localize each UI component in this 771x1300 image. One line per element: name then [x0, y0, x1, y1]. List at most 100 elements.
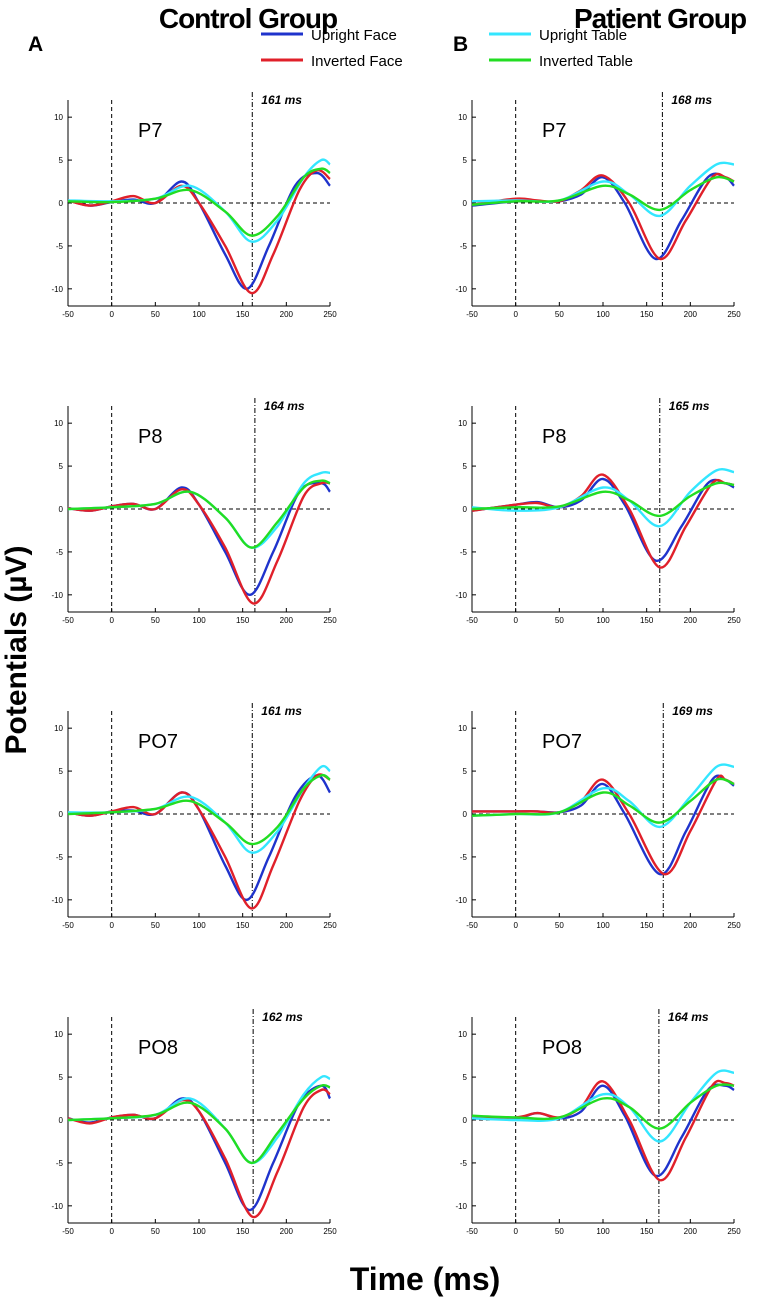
x-tick-label: 50 — [555, 1227, 564, 1236]
x-tick-label: 150 — [236, 1227, 250, 1236]
x-tick-label: 250 — [323, 616, 337, 625]
x-tick-label: 250 — [727, 616, 741, 625]
x-tick-label: 150 — [236, 921, 250, 930]
x-tick-label: 150 — [640, 616, 654, 625]
electrode-label: PO8 — [542, 1037, 582, 1059]
y-tick-label: 0 — [59, 505, 64, 514]
x-tick-label: -50 — [466, 921, 478, 930]
peak-latency-label: 168 ms — [671, 93, 712, 107]
x-tick-label: 0 — [109, 616, 114, 625]
peak-latency-label: 162 ms — [262, 1010, 303, 1024]
x-tick-label: 250 — [323, 1227, 337, 1236]
legend-label-upright-table: Upright Table — [539, 27, 627, 44]
patient-group-title: Patient Group — [574, 3, 746, 34]
x-tick-label: 200 — [280, 921, 294, 930]
x-tick-label: 0 — [109, 1227, 114, 1236]
x-tick-label: 250 — [323, 310, 337, 319]
series-inverted-table — [67, 479, 331, 549]
electrode-label: P8 — [138, 426, 162, 448]
x-tick-label: 200 — [684, 616, 698, 625]
y-tick-label: 10 — [458, 1030, 467, 1039]
y-tick-label: 0 — [463, 1116, 468, 1125]
x-tick-label: 100 — [596, 1227, 610, 1236]
series-inverted-face — [67, 1088, 331, 1219]
y-tick-label: -5 — [460, 853, 468, 862]
y-tick-label: -5 — [56, 242, 64, 251]
x-tick-label: 50 — [555, 310, 564, 319]
y-tick-label: 0 — [59, 199, 64, 208]
peak-latency-label: 169 ms — [672, 704, 713, 718]
series-upright-table — [471, 763, 735, 829]
y-tick-label: 10 — [458, 724, 467, 733]
x-tick-label: -50 — [466, 310, 478, 319]
y-tick-label: 0 — [463, 810, 468, 819]
series-upright-table — [471, 468, 735, 528]
electrode-label: PO7 — [138, 731, 178, 753]
peak-latency-label: 161 ms — [261, 704, 302, 718]
y-tick-label: 10 — [54, 1030, 63, 1039]
x-tick-label: 100 — [596, 310, 610, 319]
electrode-label: P7 — [138, 120, 162, 142]
y-tick-label: 5 — [463, 462, 468, 471]
y-tick-label: -5 — [460, 242, 468, 251]
x-tick-label: 250 — [727, 921, 741, 930]
series-inverted-table — [471, 175, 735, 212]
x-tick-label: 150 — [236, 310, 250, 319]
peak-latency-label: 164 ms — [264, 399, 305, 413]
peak-latency-label: 165 ms — [669, 399, 710, 413]
x-tick-label: 100 — [192, 310, 206, 319]
x-tick-label: 0 — [513, 921, 518, 930]
x-tick-label: 50 — [151, 616, 160, 625]
electrode-label: PO7 — [542, 731, 582, 753]
y-tick-label: -10 — [51, 285, 63, 294]
y-tick-label: 10 — [458, 419, 467, 428]
series-inverted-face — [471, 473, 735, 569]
electrode-label: P7 — [542, 120, 566, 142]
series-inverted-table — [67, 773, 331, 846]
x-tick-label: -50 — [466, 616, 478, 625]
x-tick-label: -50 — [62, 616, 74, 625]
series-inverted-table — [471, 777, 735, 824]
x-tick-label: 50 — [151, 921, 160, 930]
y-tick-label: 5 — [59, 156, 64, 165]
x-tick-label: -50 — [62, 1227, 74, 1236]
series-inverted-table — [67, 1083, 331, 1165]
y-tick-label: 0 — [463, 505, 468, 514]
series-inverted-table — [471, 481, 735, 518]
y-tick-label: 5 — [59, 1073, 64, 1082]
x-tick-label: -50 — [62, 310, 74, 319]
x-tick-label: 100 — [192, 921, 206, 930]
x-tick-label: 50 — [555, 616, 564, 625]
y-tick-label: 10 — [54, 113, 63, 122]
y-tick-label: 10 — [54, 724, 63, 733]
panel-b-letter: B — [453, 33, 468, 56]
x-tick-label: 200 — [280, 1227, 294, 1236]
peak-latency-label: 161 ms — [261, 93, 302, 107]
legend-label-inverted-face: Inverted Face — [311, 53, 403, 70]
x-tick-label: 200 — [684, 1227, 698, 1236]
legend-label-inverted-table: Inverted Table — [539, 53, 633, 70]
legend: Upright Face Inverted Face Upright Table In… — [261, 27, 633, 70]
y-tick-label: 0 — [59, 1116, 64, 1125]
electrode-label: PO8 — [138, 1037, 178, 1059]
y-tick-label: -10 — [51, 591, 63, 600]
y-tick-label: 5 — [59, 462, 64, 471]
x-tick-label: -50 — [62, 921, 74, 930]
y-tick-label: -10 — [455, 285, 467, 294]
x-tick-label: 50 — [555, 921, 564, 930]
x-tick-label: 0 — [513, 1227, 518, 1236]
electrode-label: P8 — [542, 426, 566, 448]
x-tick-label: 50 — [151, 1227, 160, 1236]
series-upright-face — [67, 1084, 332, 1212]
y-tick-label: -5 — [460, 1159, 468, 1168]
